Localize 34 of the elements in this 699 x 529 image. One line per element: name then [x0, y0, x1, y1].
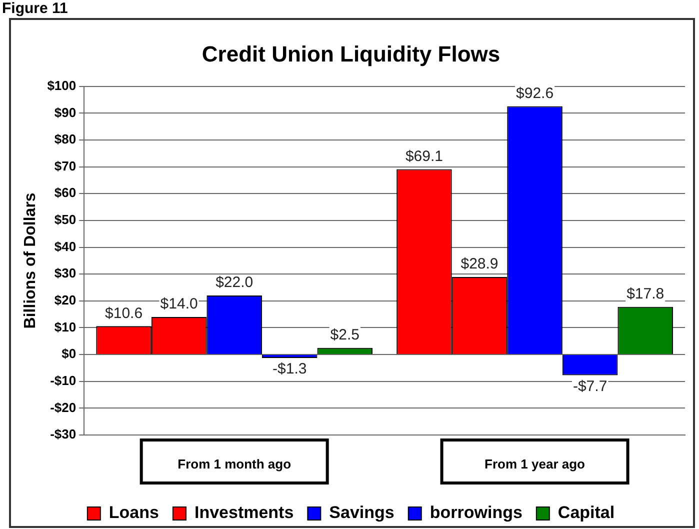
y-tick-label: -$10: [50, 372, 76, 388]
caption: Figure 11: [2, 0, 68, 17]
data-label: $28.9: [460, 256, 498, 273]
y-tick-label: $90: [54, 104, 76, 120]
legend-label: Capital: [558, 503, 615, 522]
data-label: -$1.3: [272, 360, 307, 378]
y-tick-label: $60: [54, 185, 76, 200]
y-tick-label: $70: [54, 158, 76, 174]
y-tick-label: $80: [54, 132, 76, 147]
x-tick-label: From 1 month ago: [178, 456, 292, 472]
data-label: $69.1: [405, 148, 443, 165]
data-label: $92.6: [516, 84, 554, 102]
y-tick-label: -$20: [50, 400, 76, 415]
data-label: $14.0: [160, 296, 198, 313]
x-tick-label: From 1 year ago: [484, 456, 586, 472]
y-tick-label: $0: [62, 346, 76, 362]
y-tick-label: $30: [54, 266, 76, 281]
y-tick-label: -$30: [50, 426, 76, 442]
y-tick-label: $100: [47, 78, 76, 93]
y-tick-label: $20: [54, 292, 76, 308]
data-label: $17.8: [626, 285, 664, 302]
data-label: $22.0: [216, 274, 254, 292]
y-tick-label: $10: [54, 319, 76, 334]
legend-label: borrowings: [430, 503, 522, 522]
data-label: $10.6: [105, 304, 143, 322]
y-tick-label: $50: [54, 212, 76, 228]
legend-label: Loans: [108, 503, 159, 522]
legend-label: Savings: [329, 503, 394, 522]
data-label: -$7.7: [572, 378, 608, 395]
data-label: $2.5: [330, 326, 360, 344]
chart-title: Credit Union Liquidity Flows: [202, 41, 500, 66]
y-tick-label: $40: [54, 238, 76, 254]
y-axis-title: Billions of Dollars: [22, 192, 40, 329]
legend-label: Investments: [194, 503, 294, 522]
